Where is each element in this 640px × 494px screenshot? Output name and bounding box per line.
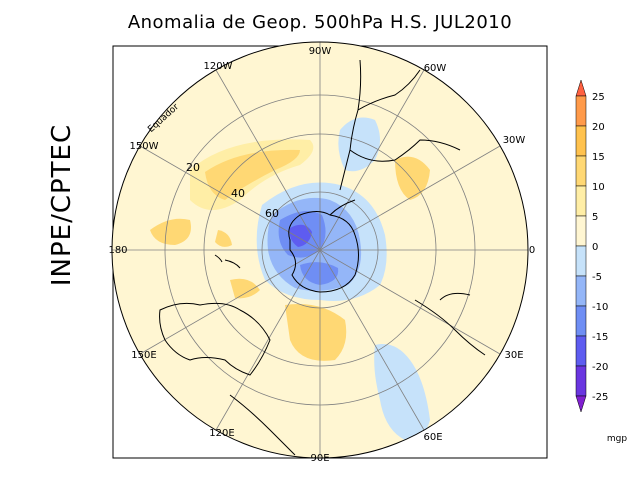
colorbar-tick-label: -15 (592, 332, 608, 343)
colorbar-tick-label: -25 (592, 392, 608, 403)
colorbar-segment (575, 155, 587, 187)
colorbar-tick-label: 20 (592, 122, 605, 133)
negative-anomaly-south-america (338, 117, 380, 172)
lat-label-60: 60 (265, 207, 279, 220)
positive-anomaly-south-west (230, 278, 260, 299)
lon-label-60w: 60W (424, 63, 447, 74)
africa-coast (414, 292, 486, 356)
new-zealand (214, 254, 241, 269)
colorbar-tick-label: 25 (592, 92, 605, 103)
colorbar-tick-label: 5 (592, 212, 598, 223)
colorbar-segment (575, 185, 587, 217)
colorbar-tick-label: 10 (592, 182, 605, 193)
colorbar-tick-label: -10 (592, 302, 608, 313)
colorbar-tick-label: -5 (592, 272, 602, 283)
lon-label-60e: 60E (423, 432, 442, 443)
lon-label-150e: 150E (131, 350, 156, 361)
colorbar-segment (575, 275, 587, 307)
positive-anomaly-small (215, 230, 232, 247)
lon-label-30w: 30W (503, 135, 526, 146)
positive-anomaly-west (150, 218, 191, 245)
colorbar-arrow-top (575, 79, 587, 97)
longitude-grid (112, 42, 528, 458)
colorbar-tick-label: -20 (592, 362, 608, 373)
colorbar-segment (575, 95, 587, 127)
map-title: Anomalia de Geop. 500hPa H.S. JUL2010 (127, 12, 513, 33)
colorbar-segment (575, 305, 587, 337)
colorbar-tick-label: 0 (592, 242, 598, 253)
australia-coast (159, 302, 271, 376)
lon-label-150w: 150W (130, 141, 159, 152)
lon-label-120w: 120W (204, 61, 233, 72)
colorbar-arrow-bottom (575, 395, 587, 413)
lon-label-30e: 30E (504, 350, 523, 361)
colorbar-segment (575, 245, 587, 277)
antarctica-coast (288, 211, 359, 293)
antarctic-peninsula (329, 199, 356, 216)
positive-anomaly-pacific (205, 149, 300, 200)
negative-anomaly-core (289, 224, 312, 247)
asia-coast (229, 394, 296, 456)
lon-label-0: 0 (529, 245, 535, 256)
positive-anomaly-indian (285, 304, 347, 361)
colorbar-segment (575, 365, 587, 397)
lon-label-90w: 90W (309, 46, 332, 57)
colorbar-tick-label: 15 (592, 152, 605, 163)
lat-label-40: 40 (231, 187, 245, 200)
south-america-coast (339, 59, 461, 191)
colorbar: 25 20 15 10 5 0 -5 -10 -15 -20 -25 (575, 79, 608, 413)
positive-anomaly-atlantic (395, 156, 430, 200)
colorbar-segment (575, 215, 587, 247)
longitude-labels: 90W 60W 30W 0 30E 60E 90E 120E 150E 180 … (108, 46, 535, 464)
lat-label-20: 20 (186, 161, 200, 174)
equator-circle (111, 41, 529, 459)
colorbar-unit: mgp (607, 434, 627, 444)
lon-label-90e: 90E (310, 453, 329, 464)
lon-label-120e: 120E (209, 428, 234, 439)
coastlines (159, 59, 486, 456)
latitude-labels: 20 40 60 (186, 161, 279, 220)
colorbar-segment (575, 335, 587, 367)
colorbar-segment (575, 125, 587, 157)
lon-label-180: 180 (108, 245, 127, 256)
